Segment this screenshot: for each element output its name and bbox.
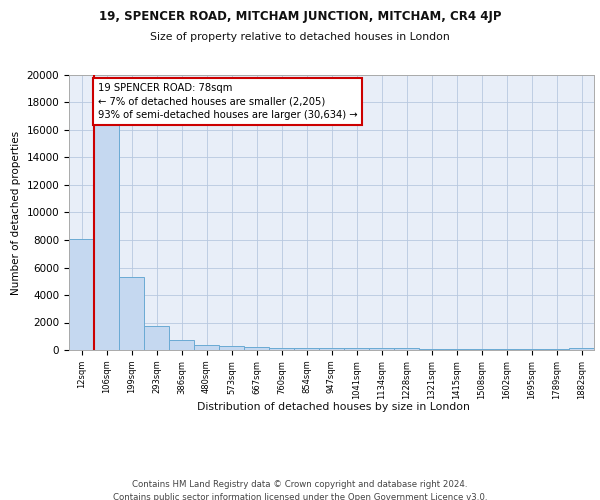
Bar [244,347,269,350]
Bar [294,348,319,350]
Bar [519,349,544,350]
Bar [144,326,169,350]
Bar [269,348,294,350]
Bar [169,340,194,350]
Text: 19 SPENCER ROAD: 78sqm
← 7% of detached houses are smaller (2,205)
93% of semi-d: 19 SPENCER ROAD: 78sqm ← 7% of detached … [98,83,358,120]
Bar [194,346,219,350]
Bar [344,348,369,350]
Bar [469,349,494,350]
Bar [494,349,519,350]
Bar [444,349,469,350]
Bar [369,348,394,350]
Y-axis label: Number of detached properties: Number of detached properties [11,130,21,294]
Text: Contains HM Land Registry data © Crown copyright and database right 2024.
Contai: Contains HM Land Registry data © Crown c… [113,480,487,500]
Text: Size of property relative to detached houses in London: Size of property relative to detached ho… [150,32,450,42]
Bar [94,122,119,350]
Bar [319,348,344,350]
Bar [394,348,419,350]
Bar [69,238,94,350]
Text: Distribution of detached houses by size in London: Distribution of detached houses by size … [197,402,469,412]
Bar [544,349,569,350]
Bar [419,348,444,350]
Bar [119,277,144,350]
Text: 19, SPENCER ROAD, MITCHAM JUNCTION, MITCHAM, CR4 4JP: 19, SPENCER ROAD, MITCHAM JUNCTION, MITC… [99,10,501,23]
Bar [219,346,244,350]
Bar [569,348,594,350]
